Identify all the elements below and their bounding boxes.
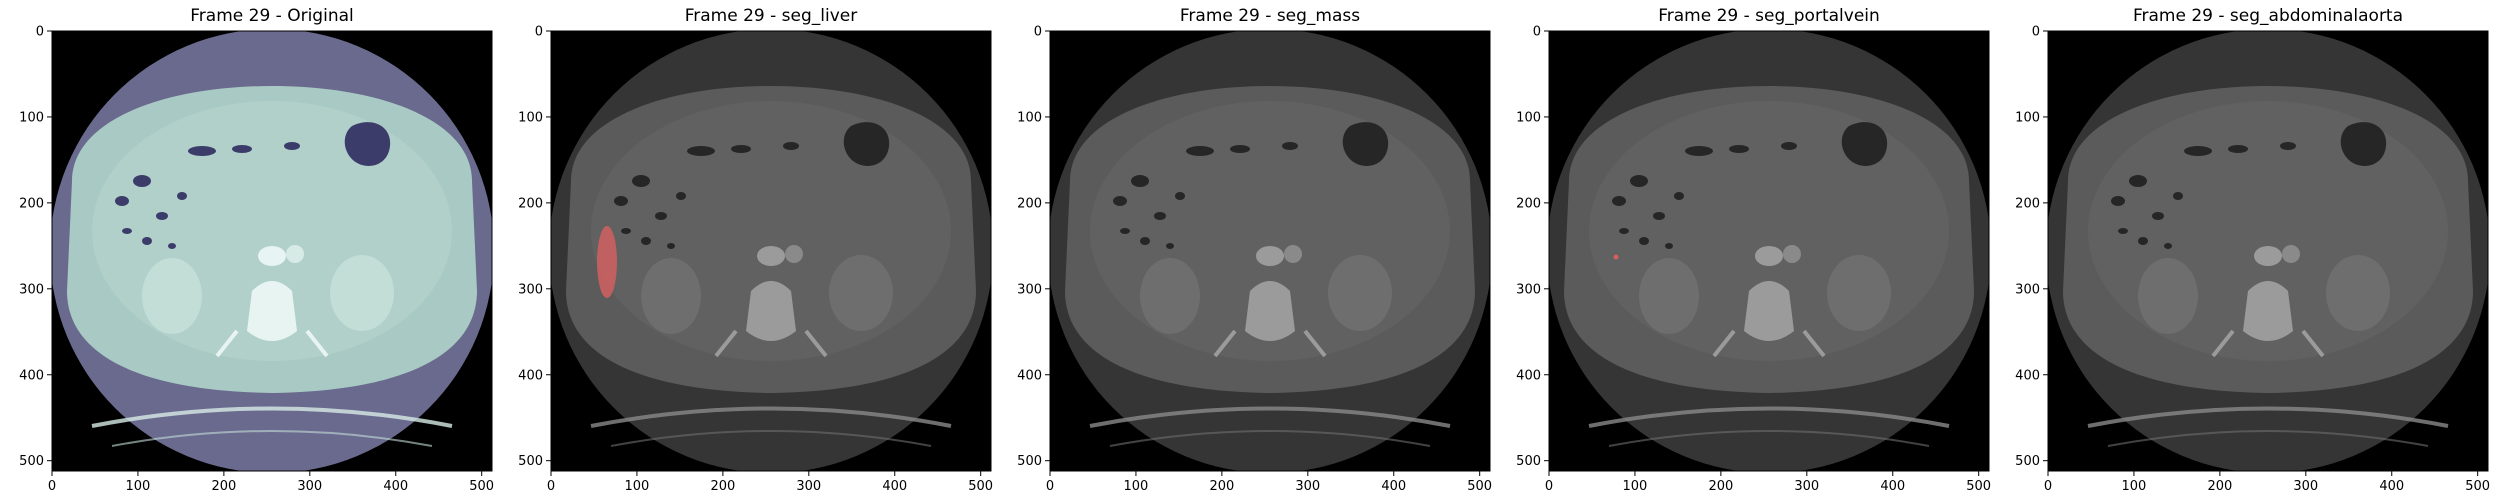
x-tick-label: 100 (126, 479, 151, 494)
x-tick-label: 500 (968, 479, 993, 494)
y-tick-label: 0 (1034, 25, 1042, 40)
panel-title: Frame 29 - seg_liver (685, 6, 858, 26)
x-tick-label: 300 (1794, 479, 1819, 494)
y-tick-label: 300 (1516, 282, 1541, 297)
y-tick-label: 200 (1017, 196, 1042, 211)
x-tick-label: 400 (2379, 479, 2404, 494)
x-tick-label: 0 (48, 479, 56, 494)
x-tick-label: 400 (1381, 479, 1406, 494)
y-tick-label: 500 (518, 454, 543, 469)
panel-title: Frame 29 - seg_portalvein (1658, 6, 1880, 26)
x-tick-label: 200 (1708, 479, 1733, 494)
y-tick-label: 0 (2032, 25, 2040, 40)
x-tick-label: 500 (1467, 479, 1492, 494)
y-tick-label: 500 (1516, 454, 1541, 469)
x-tick-label: 100 (625, 479, 650, 494)
portalvein-segmentation-mask (1613, 254, 1619, 260)
ct-slice-image: 0 0 100 100 200 200 300 300 400 400 500 500 (1017, 25, 1492, 495)
axes-frame (1049, 30, 1491, 472)
panel-title: Frame 29 - seg_abdominalaorta (2133, 6, 2403, 26)
x-tick-label: 400 (882, 479, 907, 494)
y-tick-label: 400 (19, 368, 44, 383)
y-tick-label: 400 (2015, 368, 2040, 383)
ct-slice-image: 0 0 100 100 200 200 300 300 400 400 500 500 (1516, 25, 1991, 495)
x-tick-label: 300 (796, 479, 821, 494)
ct-slice-image: 0 0 100 100 200 200 300 300 400 400 500 500 (2015, 25, 2490, 495)
x-tick-label: 100 (1623, 479, 1648, 494)
y-tick-label: 100 (2015, 110, 2040, 125)
y-tick-label: 400 (1516, 368, 1541, 383)
axes-frame (2047, 30, 2489, 472)
y-tick-label: 0 (1533, 25, 1541, 40)
x-tick-label: 200 (1209, 479, 1234, 494)
x-tick-label: 300 (297, 479, 322, 494)
x-tick-label: 300 (2293, 479, 2318, 494)
y-tick-label: 300 (2015, 282, 2040, 297)
x-tick-label: 400 (383, 479, 408, 494)
y-tick-label: 100 (1017, 110, 1042, 125)
y-tick-label: 500 (2015, 454, 2040, 469)
x-tick-label: 200 (211, 479, 236, 494)
panel: Frame 29 - seg_mass 0 0 100 100 200 200 300 300 4… (1017, 6, 1492, 494)
liver-segmentation-mask (597, 226, 617, 298)
axes-frame (51, 30, 493, 472)
panel: Frame 29 - seg_abdominalaorta 0 0 100 100 200… (2015, 6, 2490, 494)
ct-slice-image: 0 0 100 100 200 200 300 300 400 400 500 500 (19, 25, 494, 495)
ct-slice-image: 0 0 100 100 200 200 300 300 400 400 500 500 (518, 25, 993, 495)
x-tick-label: 0 (547, 479, 555, 494)
panel: Frame 29 - seg_liver 0 0 100 100 200 200 300 300… (518, 6, 993, 494)
x-tick-label: 200 (2207, 479, 2232, 494)
y-tick-label: 500 (1017, 454, 1042, 469)
y-tick-label: 0 (36, 25, 44, 40)
y-tick-label: 400 (1017, 368, 1042, 383)
x-tick-label: 500 (469, 479, 494, 494)
y-tick-label: 300 (518, 282, 543, 297)
y-tick-label: 100 (19, 110, 44, 125)
y-tick-label: 300 (19, 282, 44, 297)
y-tick-label: 200 (2015, 196, 2040, 211)
y-tick-label: 200 (518, 196, 543, 211)
x-tick-label: 500 (2465, 479, 2490, 494)
y-tick-label: 200 (1516, 196, 1541, 211)
x-tick-label: 0 (1046, 479, 1054, 494)
panel-title: Frame 29 - seg_mass (1180, 6, 1360, 26)
axes-frame (550, 30, 992, 472)
y-tick-label: 200 (19, 196, 44, 211)
x-tick-label: 500 (1966, 479, 1991, 494)
y-tick-label: 100 (1516, 110, 1541, 125)
panel: Frame 29 - seg_portalvein 0 0 100 100 200 200 3… (1516, 6, 1991, 494)
y-tick-label: 400 (518, 368, 543, 383)
x-tick-label: 100 (1124, 479, 1149, 494)
panel: Frame 29 - Original 0 0 100 100 200 200 300 300 4… (19, 6, 494, 494)
y-tick-label: 0 (535, 25, 543, 40)
x-tick-label: 100 (2122, 479, 2147, 494)
axes-frame (1548, 30, 1990, 472)
y-tick-label: 500 (19, 454, 44, 469)
y-tick-label: 100 (518, 110, 543, 125)
x-tick-label: 0 (2044, 479, 2052, 494)
x-tick-label: 0 (1545, 479, 1553, 494)
panel-title: Frame 29 - Original (190, 6, 353, 26)
x-tick-label: 300 (1295, 479, 1320, 494)
y-tick-label: 300 (1017, 282, 1042, 297)
x-tick-label: 200 (710, 479, 735, 494)
x-tick-label: 400 (1880, 479, 1905, 494)
